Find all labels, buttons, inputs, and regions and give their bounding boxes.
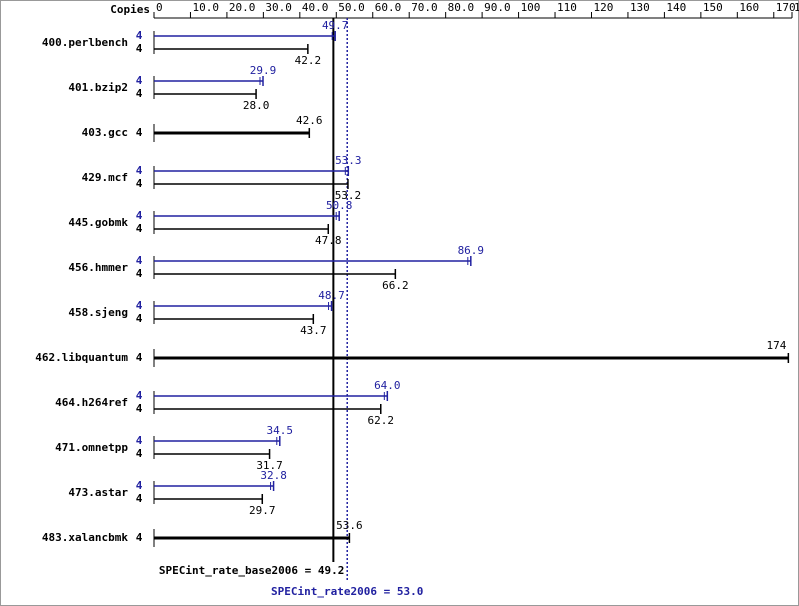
category-label: 464.h264ref: [55, 396, 128, 409]
x-tick-label: 50.0: [338, 1, 365, 14]
copies: 4: [136, 177, 143, 190]
value-label: 62.2: [368, 414, 395, 427]
value-label: 86.9: [458, 244, 485, 257]
copies: 4: [136, 434, 143, 447]
x-tick-label: 160: [739, 1, 759, 14]
x-tick-label: 60.0: [375, 1, 402, 14]
value-label: 32.8: [260, 469, 287, 482]
category-label: 403.gcc: [82, 126, 128, 139]
value-label: 29.9: [250, 64, 277, 77]
copies: 4: [136, 531, 143, 544]
copies: 4: [136, 267, 143, 280]
x-tick-label: 80.0: [448, 1, 475, 14]
x-tick-label: 120: [593, 1, 613, 14]
copies: 4: [136, 222, 143, 235]
copies: 4: [136, 164, 143, 177]
x-tick-label: 10.0: [192, 1, 219, 14]
copies: 4: [136, 87, 143, 100]
copies: 4: [136, 209, 143, 222]
copies: 4: [136, 492, 143, 505]
value-label: 42.2: [295, 54, 322, 67]
value-label: 50.8: [326, 199, 353, 212]
x-tick-label: 130: [630, 1, 650, 14]
category-label: 445.gobmk: [68, 216, 128, 229]
x-tick-label: 90.0: [484, 1, 511, 14]
x-tick-label: 150: [703, 1, 723, 14]
axis-label: Copies: [110, 3, 150, 16]
copies: 4: [136, 479, 143, 492]
x-tick-label: 30.0: [265, 1, 292, 14]
x-tick-label: 175: [794, 1, 799, 14]
value-label: 28.0: [243, 99, 270, 112]
value-label: 66.2: [382, 279, 409, 292]
category-label: 400.perlbench: [42, 36, 128, 49]
value-label: 31.7: [256, 459, 283, 472]
category-label: 429.mcf: [82, 171, 128, 184]
summary-text: SPECint_rate_base2006 = 49.2: [159, 564, 344, 577]
copies: 4: [136, 74, 143, 87]
x-tick-label: 110: [557, 1, 577, 14]
copies: 4: [136, 42, 143, 55]
value-label: 174: [766, 339, 786, 352]
value-label: 42.6: [296, 114, 323, 127]
value-label: 47.8: [315, 234, 342, 247]
category-label: 456.hmmer: [68, 261, 128, 274]
value-label: 64.0: [374, 379, 401, 392]
copies: 4: [136, 447, 143, 460]
value-label: 43.7: [300, 324, 327, 337]
value-label: 53.6: [336, 519, 363, 532]
x-tick-label: 100: [521, 1, 541, 14]
x-tick-label: 70.0: [411, 1, 438, 14]
copies: 4: [136, 29, 143, 42]
copies: 4: [136, 402, 143, 415]
x-tick-label: 140: [666, 1, 686, 14]
value-label: 53.3: [335, 154, 362, 167]
x-tick-label: 40.0: [302, 1, 329, 14]
value-label: 49.7: [322, 19, 349, 32]
value-label: 34.5: [267, 424, 294, 437]
category-label: 462.libquantum: [35, 351, 128, 364]
copies: 4: [136, 389, 143, 402]
value-label: 29.7: [249, 504, 276, 517]
x-tick-label: 0: [156, 1, 163, 14]
category-label: 473.astar: [68, 486, 128, 499]
x-tick-label: 20.0: [229, 1, 256, 14]
copies: 4: [136, 254, 143, 267]
category-label: 471.omnetpp: [55, 441, 128, 454]
copies: 4: [136, 299, 143, 312]
value-label: 53.2: [335, 189, 362, 202]
category-label: 483.xalancbmk: [42, 531, 128, 544]
category-label: 458.sjeng: [68, 306, 128, 319]
summary-text: SPECint_rate2006 = 53.0: [271, 585, 423, 598]
value-label: 48.7: [318, 289, 345, 302]
copies: 4: [136, 312, 143, 325]
x-tick-label: 170: [776, 1, 796, 14]
copies: 4: [136, 351, 143, 364]
category-label: 401.bzip2: [68, 81, 128, 94]
copies: 4: [136, 126, 143, 139]
